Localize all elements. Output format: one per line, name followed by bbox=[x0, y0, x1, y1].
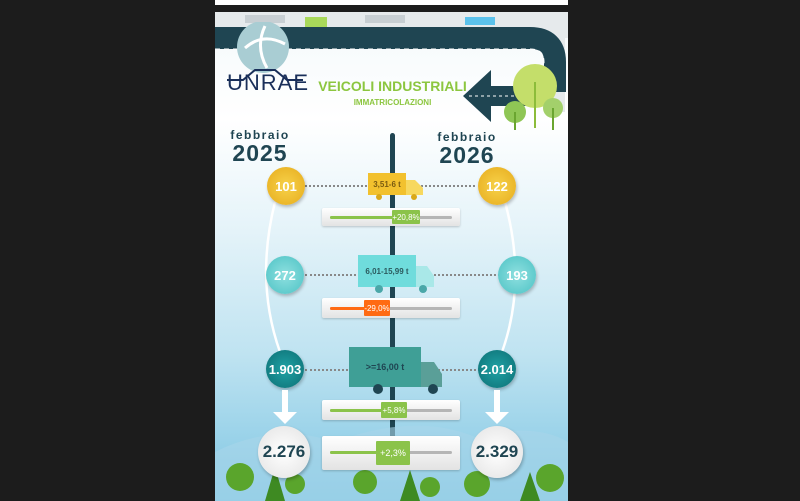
truck-icon bbox=[358, 255, 434, 293]
period-2025: febbraio 2025 bbox=[225, 128, 295, 166]
value-2026: 2.014 bbox=[478, 350, 516, 388]
category-label: 6,01-15,99 t bbox=[365, 266, 409, 276]
period-year: 2025 bbox=[232, 140, 288, 166]
center-pole bbox=[390, 133, 395, 453]
change-bar: +20,8% bbox=[322, 208, 460, 226]
value-2025: 272 bbox=[266, 256, 304, 294]
arrow-down-icon bbox=[273, 390, 297, 424]
unrae-logo bbox=[227, 22, 303, 81]
total-2026: 2.329 bbox=[471, 426, 523, 478]
category-label: >=16,00 t bbox=[365, 362, 405, 372]
period-year: 2026 bbox=[439, 142, 495, 168]
period-month: febbraio bbox=[230, 128, 290, 142]
top-bar bbox=[215, 0, 568, 5]
title: VEICOLI INDUSTRIALI bbox=[318, 78, 467, 94]
change-bar: -29,0% bbox=[322, 298, 460, 318]
value-2025: 1.903 bbox=[266, 350, 304, 388]
value-2026: 193 bbox=[498, 256, 536, 294]
period-2026: febbraio 2026 bbox=[432, 130, 502, 168]
value-2025: 101 bbox=[267, 167, 305, 205]
change-badge: -29,0% bbox=[364, 300, 390, 316]
logo-text: UNRAE bbox=[227, 70, 310, 95]
total-2025: 2.276 bbox=[258, 426, 310, 478]
truck-icon bbox=[349, 347, 442, 394]
road-arrow-trees bbox=[463, 64, 563, 130]
truck-icon bbox=[368, 173, 423, 200]
value-2026: 122 bbox=[478, 167, 516, 205]
period-month: febbraio bbox=[437, 130, 497, 144]
total-change-badge: +2,3% bbox=[376, 441, 410, 465]
change-bar: +5,8% bbox=[322, 400, 460, 420]
category-label: 3,51-6 t bbox=[373, 179, 401, 189]
change-badge: +20,8% bbox=[392, 210, 420, 224]
subtitle: IMMATRICOLAZIONI bbox=[353, 98, 432, 107]
arrow-down-icon bbox=[485, 390, 509, 424]
total-change-bar: +2,3% bbox=[322, 436, 460, 470]
change-badge: +5,8% bbox=[381, 402, 407, 418]
infographic: UNRAE VEICOLI INDUSTRIALI IMMATRICOLAZIO… bbox=[215, 12, 568, 501]
